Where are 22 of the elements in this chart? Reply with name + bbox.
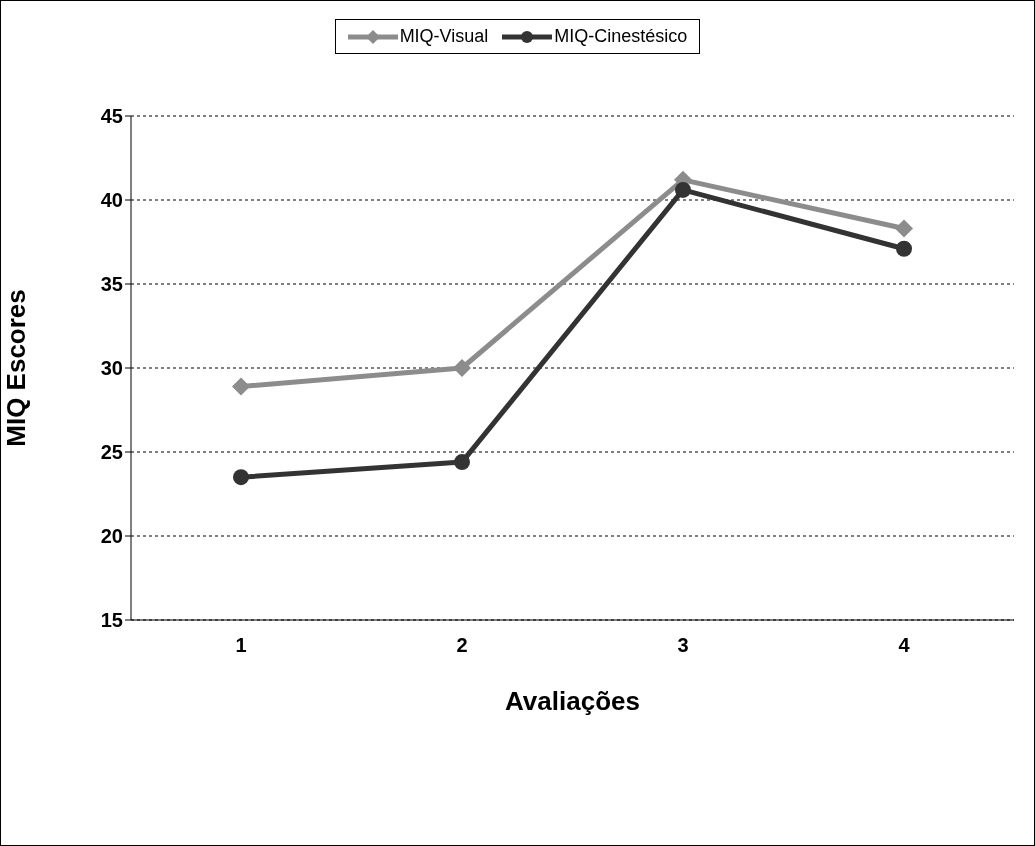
- y-tick-label: 15: [100, 609, 123, 632]
- legend-label: MIQ-Cinestésico: [554, 26, 688, 47]
- legend-label: MIQ-Visual: [399, 26, 489, 47]
- x-axis-title: Avaliações: [505, 686, 640, 716]
- y-tick-label: 40: [100, 189, 123, 212]
- x-tick-label: 1: [235, 634, 247, 657]
- x-tick-label: 4: [898, 634, 911, 657]
- point: [675, 181, 691, 198]
- point: [453, 359, 471, 377]
- point: [454, 454, 470, 471]
- point: [232, 377, 250, 396]
- y-tick-label: 20: [100, 525, 123, 548]
- y-tick-label: 45: [100, 105, 123, 128]
- y-axis-title: MIQ Escores: [1, 289, 32, 447]
- x-tick-label: 2: [456, 634, 468, 657]
- point: [233, 469, 249, 486]
- point: [895, 219, 913, 238]
- point: [896, 240, 912, 257]
- y-tick-label: 35: [100, 273, 123, 296]
- x-tick-label: 3: [677, 634, 689, 657]
- y-tick-label: 30: [100, 357, 123, 380]
- y-tick-label: 25: [100, 441, 123, 464]
